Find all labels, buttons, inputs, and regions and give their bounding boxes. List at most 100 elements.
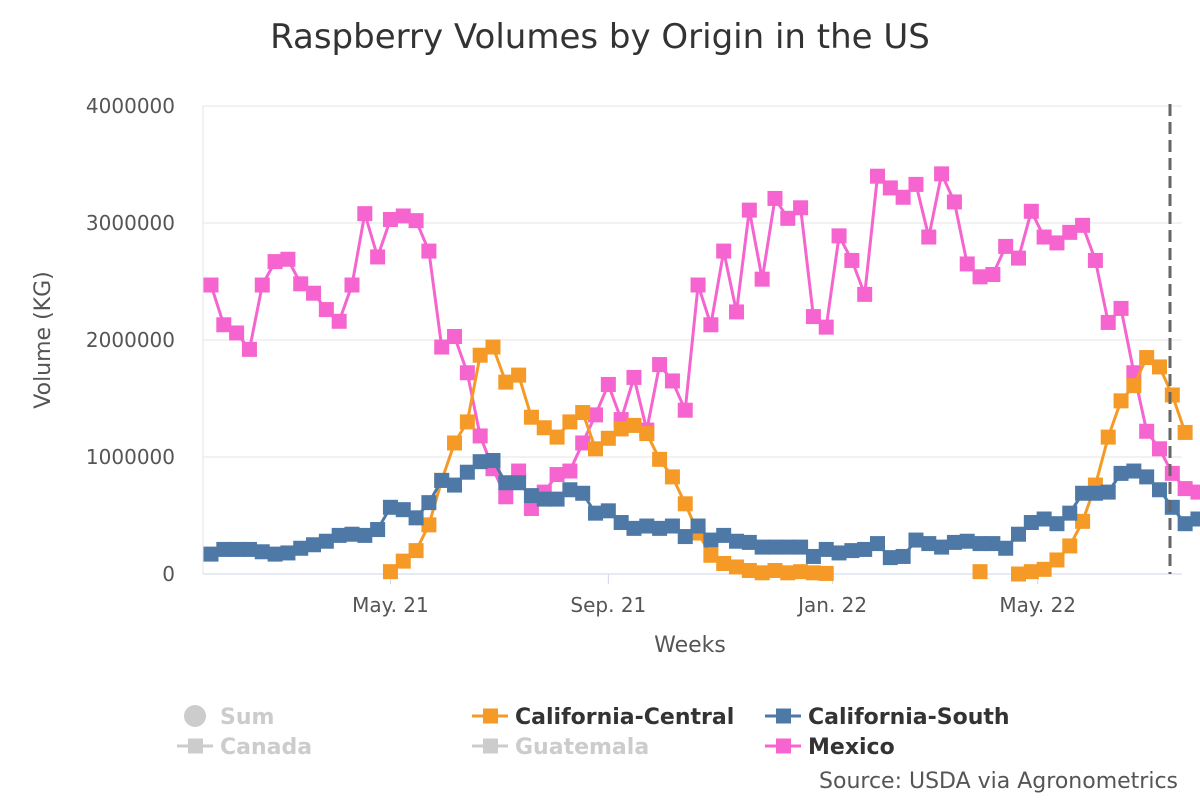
data-point-california-south[interactable] xyxy=(1062,505,1078,521)
data-point-california-central[interactable] xyxy=(459,414,475,430)
data-point-mexico[interactable] xyxy=(254,277,270,293)
data-point-california-south[interactable] xyxy=(767,539,783,555)
data-point-mexico[interactable] xyxy=(844,252,860,268)
data-point-california-south[interactable] xyxy=(1177,516,1193,532)
data-point-california-south[interactable] xyxy=(280,545,296,561)
data-point-mexico[interactable] xyxy=(780,210,796,226)
data-point-california-central[interactable] xyxy=(1151,359,1167,375)
data-point-mexico[interactable] xyxy=(395,208,411,224)
data-point-california-central[interactable] xyxy=(626,417,642,433)
data-point-california-south[interactable] xyxy=(306,537,322,553)
data-point-mexico[interactable] xyxy=(870,168,886,184)
data-point-mexico[interactable] xyxy=(511,463,527,479)
data-point-california-central[interactable] xyxy=(767,562,783,578)
data-point-mexico[interactable] xyxy=(370,249,386,265)
data-point-california-south[interactable] xyxy=(485,453,501,469)
data-point-california-south[interactable] xyxy=(203,546,219,562)
data-point-california-south[interactable] xyxy=(626,520,642,536)
data-point-mexico[interactable] xyxy=(1139,423,1155,439)
data-point-mexico[interactable] xyxy=(959,256,975,272)
data-point-california-south[interactable] xyxy=(652,520,668,536)
data-point-california-central[interactable] xyxy=(716,555,732,571)
data-point-california-south[interactable] xyxy=(639,518,655,534)
data-point-california-south[interactable] xyxy=(754,539,770,555)
data-point-california-central[interactable] xyxy=(652,451,668,467)
data-point-mexico[interactable] xyxy=(229,325,245,341)
data-point-california-south[interactable] xyxy=(1139,469,1155,485)
data-point-california-central[interactable] xyxy=(1126,378,1142,394)
data-point-mexico[interactable] xyxy=(1190,484,1200,500)
data-point-mexico[interactable] xyxy=(331,313,347,329)
data-point-mexico[interactable] xyxy=(1011,250,1026,266)
data-point-mexico[interactable] xyxy=(652,357,668,373)
data-point-california-south[interactable] xyxy=(1011,526,1026,542)
data-point-mexico[interactable] xyxy=(408,213,424,229)
data-point-california-central[interactable] xyxy=(1075,513,1091,529)
data-point-california-south[interactable] xyxy=(1190,511,1200,527)
data-point-mexico[interactable] xyxy=(908,176,924,192)
data-point-california-south[interactable] xyxy=(370,522,386,538)
data-point-california-south[interactable] xyxy=(1126,463,1142,479)
data-point-mexico[interactable] xyxy=(972,269,988,285)
data-point-california-south[interactable] xyxy=(946,534,962,550)
data-point-california-south[interactable] xyxy=(434,472,450,488)
data-point-california-south[interactable] xyxy=(318,533,334,549)
data-point-california-south[interactable] xyxy=(780,539,796,555)
data-point-mexico[interactable] xyxy=(690,277,706,293)
data-point-california-south[interactable] xyxy=(408,510,424,526)
data-point-california-central[interactable] xyxy=(1049,552,1065,568)
data-point-california-central[interactable] xyxy=(447,435,463,451)
data-point-mexico[interactable] xyxy=(895,189,911,205)
data-point-california-central[interactable] xyxy=(1023,564,1039,580)
data-point-mexico[interactable] xyxy=(946,194,962,210)
data-point-california-central[interactable] xyxy=(1113,393,1129,409)
data-point-california-central[interactable] xyxy=(1177,424,1193,440)
data-point-california-south[interactable] xyxy=(1036,511,1052,527)
data-point-california-south[interactable] xyxy=(1151,482,1167,498)
data-point-california-central[interactable] xyxy=(677,496,693,512)
data-point-mexico[interactable] xyxy=(280,251,296,267)
data-point-california-south[interactable] xyxy=(959,533,975,549)
data-point-mexico[interactable] xyxy=(857,286,873,302)
data-point-california-south[interactable] xyxy=(870,536,886,552)
data-point-mexico[interactable] xyxy=(382,211,398,227)
data-point-mexico[interactable] xyxy=(1113,300,1129,316)
data-point-mexico[interactable] xyxy=(716,243,732,259)
data-point-mexico[interactable] xyxy=(934,166,950,182)
data-point-california-south[interactable] xyxy=(549,491,565,507)
data-point-mexico[interactable] xyxy=(882,180,898,196)
data-point-california-south[interactable] xyxy=(1023,515,1039,531)
data-point-california-south[interactable] xyxy=(844,543,860,559)
data-point-california-south[interactable] xyxy=(1113,465,1129,481)
data-point-california-south[interactable] xyxy=(536,491,552,507)
data-point-california-south[interactable] xyxy=(254,544,270,560)
data-point-california-central[interactable] xyxy=(780,565,796,581)
data-point-mexico[interactable] xyxy=(434,339,450,355)
legend-item-canada[interactable]: Canada xyxy=(177,735,312,760)
data-point-california-central[interactable] xyxy=(536,420,552,436)
data-point-california-central[interactable] xyxy=(562,414,578,430)
data-point-mexico[interactable] xyxy=(1100,314,1116,330)
data-point-mexico[interactable] xyxy=(459,365,475,381)
data-point-california-south[interactable] xyxy=(421,495,437,511)
data-point-mexico[interactable] xyxy=(575,435,591,451)
data-point-california-central[interactable] xyxy=(600,430,616,446)
data-point-mexico[interactable] xyxy=(306,285,322,301)
data-point-california-central[interactable] xyxy=(421,517,437,533)
data-point-mexico[interactable] xyxy=(767,190,783,206)
data-point-california-south[interactable] xyxy=(575,485,591,501)
data-point-california-central[interactable] xyxy=(498,374,514,390)
data-point-california-south[interactable] xyxy=(216,541,232,557)
data-point-california-central[interactable] xyxy=(395,553,411,569)
data-point-california-south[interactable] xyxy=(908,532,924,548)
data-point-mexico[interactable] xyxy=(793,200,809,216)
data-point-mexico[interactable] xyxy=(472,428,488,444)
data-point-mexico[interactable] xyxy=(1087,252,1103,268)
data-point-california-south[interactable] xyxy=(985,536,1001,552)
data-point-california-south[interactable] xyxy=(331,527,347,543)
data-point-mexico[interactable] xyxy=(831,228,847,244)
data-point-mexico[interactable] xyxy=(805,309,821,325)
data-point-california-south[interactable] xyxy=(267,546,283,562)
data-point-mexico[interactable] xyxy=(588,407,604,423)
data-point-mexico[interactable] xyxy=(1177,481,1193,497)
